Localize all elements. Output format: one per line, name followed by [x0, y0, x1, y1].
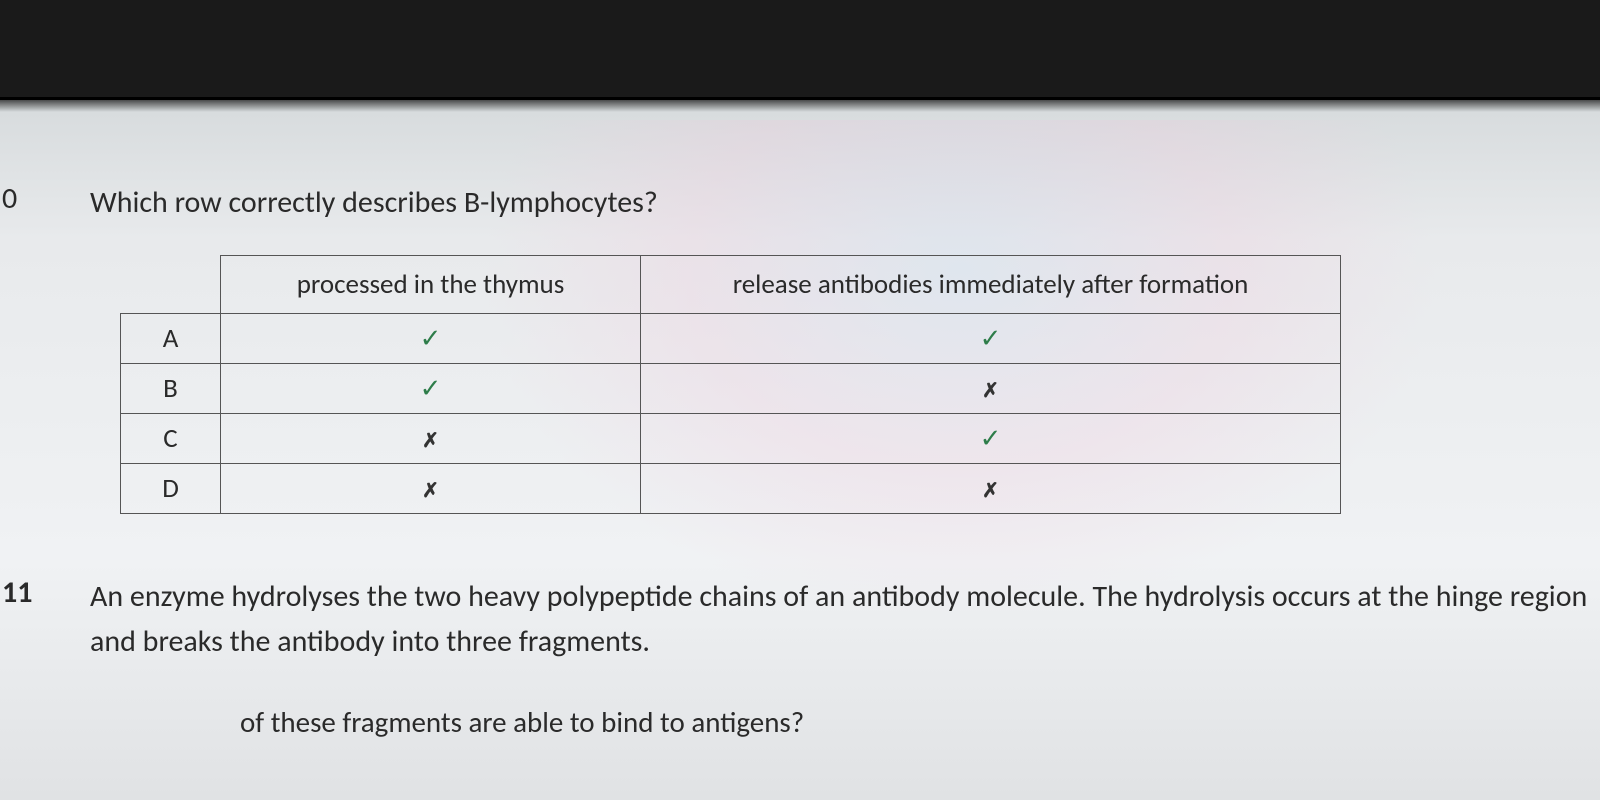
document-area: 0 Which row correctly describes B-lympho… [0, 100, 1600, 740]
cross-icon: ✗ [982, 479, 999, 503]
cell-C-2: ✓ [641, 414, 1341, 464]
table-row: A ✓ ✓ [121, 314, 1341, 364]
cell-B-2: ✗ [641, 364, 1341, 414]
cross-icon: ✗ [422, 479, 439, 503]
question-11-number: 11 [0, 574, 50, 611]
row-label-A: A [121, 314, 221, 364]
question-10-text: Which row correctly describes B-lymphocy… [90, 180, 658, 225]
question-10-number: 0 [0, 180, 50, 217]
check-icon: ✓ [420, 322, 442, 354]
table-row: C ✗ ✓ [121, 414, 1341, 464]
answer-table-wrap: processed in the thymus release antibodi… [120, 255, 1600, 514]
question-11-text: An enzyme hydrolyses the two heavy polyp… [90, 574, 1590, 664]
column-header-1: processed in the thymus [221, 256, 641, 314]
row-label-B: B [121, 364, 221, 414]
cross-icon: ✗ [422, 429, 439, 453]
cell-D-1: ✗ [221, 464, 641, 514]
column-header-2: release antibodies immediately after for… [641, 256, 1341, 314]
page-root: 0 Which row correctly describes B-lympho… [0, 0, 1600, 800]
table-header-row: processed in the thymus release antibodi… [121, 256, 1341, 314]
table-body: A ✓ ✓ B ✓ ✗ C ✗ ✓ D [121, 314, 1341, 514]
cell-D-2: ✗ [641, 464, 1341, 514]
check-icon: ✓ [980, 322, 1002, 354]
check-icon: ✓ [420, 372, 442, 404]
cell-A-1: ✓ [221, 314, 641, 364]
question-10-row: 0 Which row correctly describes B-lympho… [0, 180, 1600, 225]
question-11-row: 11 An enzyme hydrolyses the two heavy po… [0, 574, 1600, 664]
cell-A-2: ✓ [641, 314, 1341, 364]
table-row: B ✓ ✗ [121, 364, 1341, 414]
partial-fragment-line: of these fragments are able to bind to a… [0, 704, 1600, 740]
table-corner-blank [121, 256, 221, 314]
cell-B-1: ✓ [221, 364, 641, 414]
table-row: D ✗ ✗ [121, 464, 1341, 514]
cell-C-1: ✗ [221, 414, 641, 464]
top-dark-bar [0, 0, 1600, 100]
answer-table: processed in the thymus release antibodi… [120, 255, 1341, 514]
row-label-C: C [121, 414, 221, 464]
row-label-D: D [121, 464, 221, 514]
cross-icon: ✗ [982, 379, 999, 403]
check-icon: ✓ [980, 422, 1002, 454]
